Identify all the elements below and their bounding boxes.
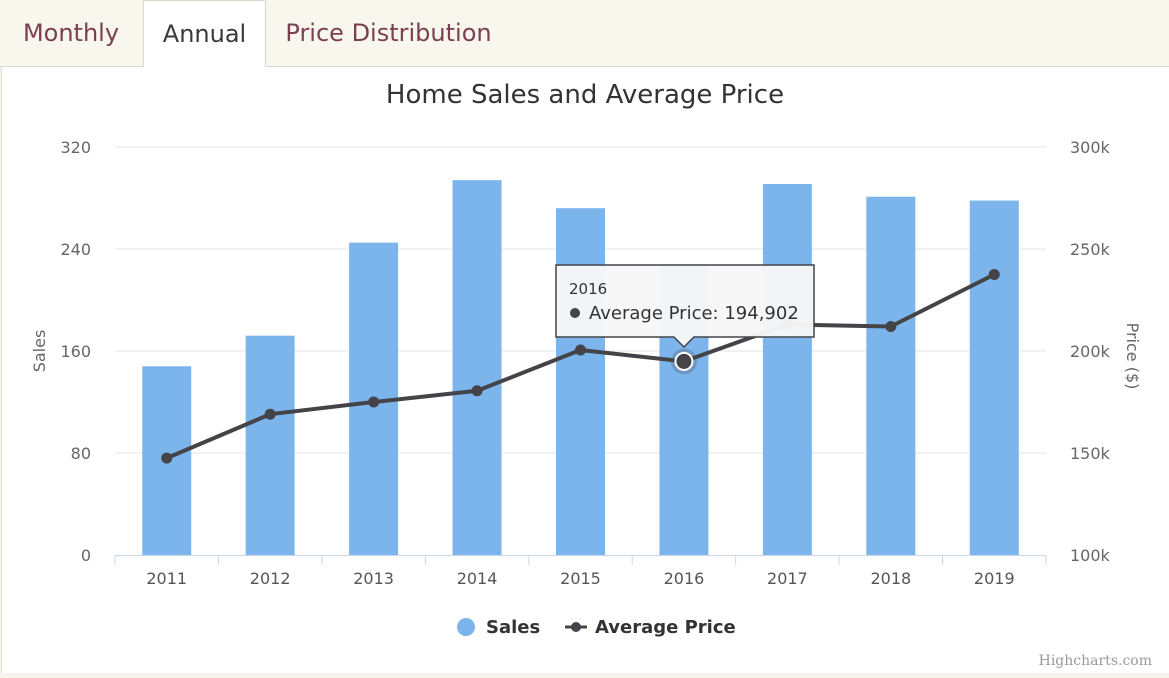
y-left-tick-label: 80 [71, 444, 91, 463]
x-tick-label-2016: 2016 [664, 569, 705, 588]
price-point-2014 [471, 385, 483, 397]
x-tick-label-2013: 2013 [353, 569, 394, 588]
price-point-2016 [674, 351, 694, 371]
legend-price-label: Average Price [595, 617, 736, 638]
price-point-2013 [368, 396, 380, 408]
x-tick-label-2015: 2015 [560, 569, 601, 588]
price-point-2011 [161, 452, 173, 464]
y-right-tick-label: 200k [1070, 342, 1111, 361]
legend-price-symbol [571, 622, 581, 632]
chart-panel: Home Sales and Average Price 0 80 160 240 320… [1, 67, 1169, 673]
bar-sales-2012 [245, 335, 295, 555]
y-left-tick-label: 0 [81, 546, 91, 565]
tooltip: 2016 Average Price: 194,902 [555, 264, 815, 349]
y-right-tick-label: 250k [1070, 240, 1111, 259]
tooltip-series-marker [570, 308, 580, 318]
x-tick-label-2019: 2019 [974, 569, 1015, 588]
price-point-2018 [885, 321, 897, 333]
bar-sales-2019 [969, 200, 1019, 556]
tooltip-category: 2016 [569, 280, 607, 298]
y-right-tick-label: 300k [1070, 138, 1111, 157]
price-point-2012 [264, 408, 276, 420]
tab-monthly[interactable]: Monthly [22, 19, 120, 47]
x-tick-label-2014: 2014 [457, 569, 498, 588]
legend: Sales Average Price [457, 617, 736, 638]
legend-sales-label: Sales [486, 617, 540, 638]
y-right-tick-label: 150k [1070, 444, 1111, 463]
chart-title: Home Sales and Average Price [386, 80, 784, 110]
price-point-2015 [575, 344, 586, 356]
x-tick-label-2011: 2011 [146, 569, 187, 588]
tooltip-box [555, 264, 815, 349]
tab-bar: Monthly Annual Price Distribution [0, 0, 1169, 68]
y-left-axis-title: Sales [30, 330, 49, 373]
y-left-tick-label: 160 [60, 342, 91, 361]
y-right-axis-title: Price ($) [1123, 323, 1142, 390]
tab-price-distribution[interactable]: Price Distribution [285, 19, 492, 47]
tab-annual[interactable]: Annual [143, 0, 266, 68]
y-left-tick-label: 320 [60, 138, 91, 157]
bar-sales-2017 [762, 183, 812, 555]
y-left-tick-label: 240 [60, 240, 91, 259]
x-tick-label-2017: 2017 [767, 569, 808, 588]
bar-sales-2018 [866, 196, 916, 555]
tooltip-value: Average Price: 194,902 [589, 303, 799, 324]
bar-sales-2014 [452, 180, 502, 555]
price-point-2019 [988, 269, 1000, 280]
y-right-tick-label: 100k [1070, 546, 1111, 565]
x-tick-label-2018: 2018 [870, 569, 911, 588]
bar-sales-2015 [556, 208, 605, 555]
legend-sales-symbol [457, 618, 475, 636]
highcharts-credit[interactable]: Highcharts.com [1039, 653, 1152, 669]
x-tick-label-2012: 2012 [250, 569, 291, 588]
chart-svg: Home Sales and Average Price 0 80 160 240 320… [30, 80, 1152, 669]
